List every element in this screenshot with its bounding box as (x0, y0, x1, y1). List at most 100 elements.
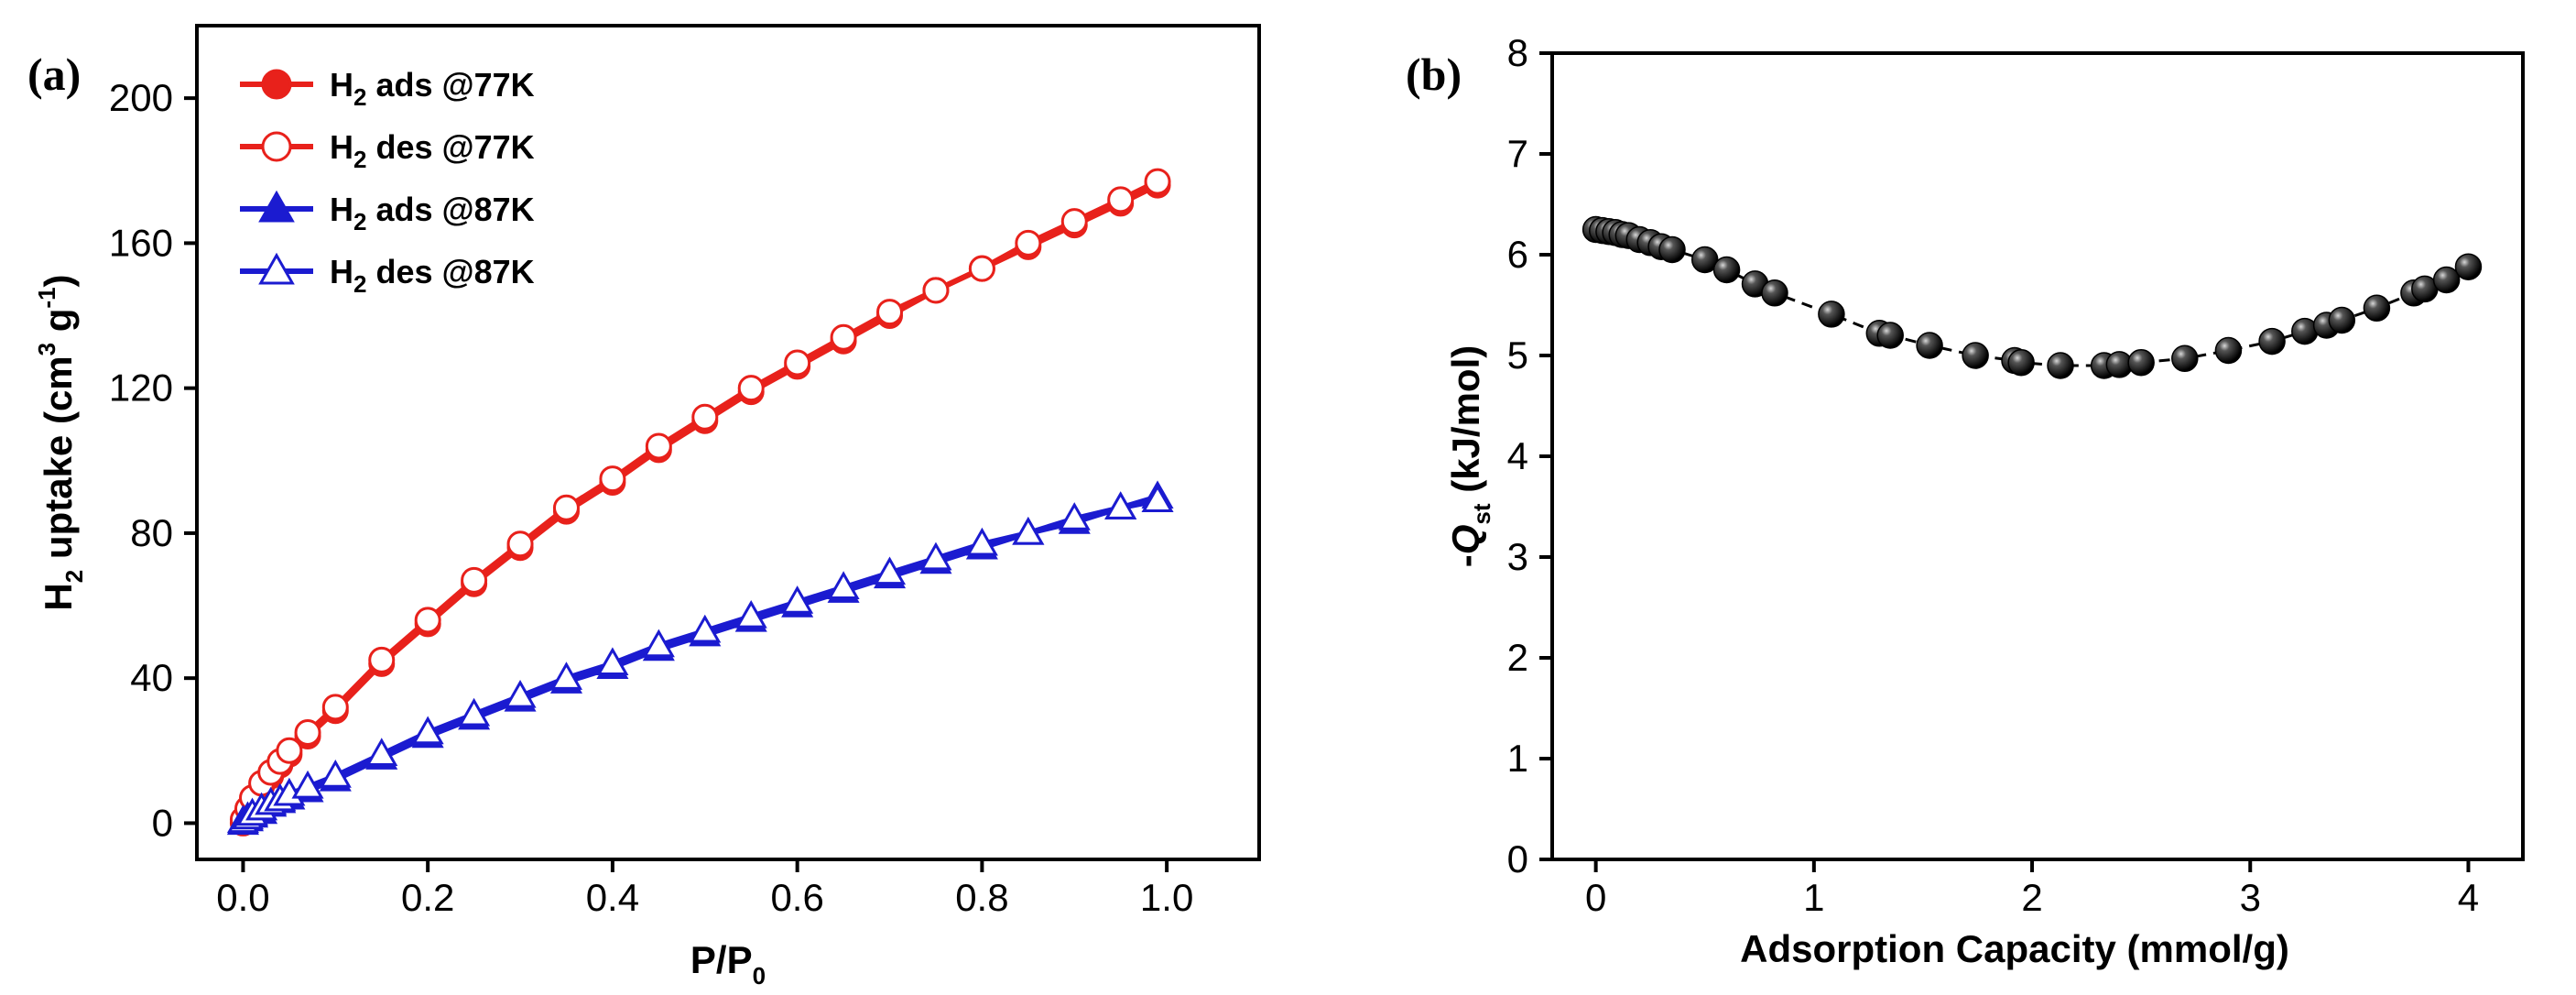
panel-b-y-ticks: 0 1 2 3 4 5 6 7 8 (1507, 31, 1552, 880)
legend-label: H2 des @77K (330, 128, 535, 173)
data-point (599, 465, 626, 493)
x-tick-label: 0.4 (586, 876, 639, 919)
data-point (1104, 491, 1137, 519)
data-point (1916, 332, 1943, 359)
x-tick-label: 0.0 (216, 876, 269, 919)
data-point (1658, 235, 1686, 264)
legend-item-2: H2 ads @87K (240, 190, 535, 235)
y-tick-label: 2 (1507, 636, 1528, 679)
data-point (458, 697, 491, 727)
legend-label: H2 des @87K (330, 253, 535, 298)
panel-a-x-axis-label: P/P0 (690, 938, 766, 990)
y-tick-label: 4 (1507, 434, 1528, 477)
data-point (291, 770, 324, 799)
data-point (2258, 327, 2286, 355)
y-tick-label: 80 (130, 511, 173, 554)
data-point (2171, 344, 2199, 373)
data-point (504, 679, 537, 708)
y-tick-label: 0 (152, 801, 173, 844)
data-point (1876, 322, 1904, 349)
y-tick-label: 0 (1507, 837, 1528, 880)
data-point (2454, 253, 2483, 280)
data-point (2047, 352, 2074, 379)
legend-item-1: H2 des @77K (240, 128, 535, 173)
panel-b-x-ticks: 0 1 2 3 4 (1585, 859, 2479, 919)
data-point (1144, 168, 1171, 195)
data-point (1015, 229, 1042, 257)
data-point (1962, 342, 1989, 369)
panel-a-x-ticks: 0.0 0.2 0.4 0.6 0.8 1.0 (216, 859, 1193, 919)
data-point (1107, 186, 1135, 213)
data-point (276, 737, 303, 764)
y-tick-label: 5 (1507, 333, 1528, 377)
y-tick-label: 160 (109, 221, 173, 264)
x-tick-label: 0.8 (955, 876, 1008, 919)
series-1-markers (229, 168, 1171, 833)
data-point (261, 69, 292, 100)
data-point (2127, 348, 2155, 377)
data-point (737, 375, 765, 402)
data-point (1761, 279, 1788, 307)
data-point (642, 629, 675, 658)
y-tick-label: 6 (1507, 233, 1528, 276)
data-point (319, 760, 352, 788)
data-point (1058, 502, 1091, 530)
x-tick-label: 2 (2021, 876, 2042, 919)
data-point (1712, 256, 1741, 284)
panel-b: (b) 0 1 2 3 4 0 1 2 3 4 5 6 7 8 Adsorption Capacity … (1406, 31, 2525, 970)
y-tick-label: 8 (1507, 31, 1528, 74)
data-point (1060, 208, 1088, 235)
data-point (784, 349, 811, 377)
panel-b-label: (b) (1406, 49, 1462, 100)
data-point (965, 527, 998, 556)
data-point (922, 277, 950, 304)
panel-b-plot-area (1581, 215, 2483, 379)
x-tick-label: 3 (2240, 876, 2261, 919)
data-point (414, 607, 441, 634)
data-point (294, 719, 321, 747)
data-point (2214, 336, 2243, 365)
data-point (873, 556, 907, 585)
x-tick-label: 4 (2458, 876, 2479, 919)
data-point (1012, 516, 1045, 545)
x-tick-label: 1.0 (1140, 876, 1193, 919)
data-point (734, 599, 767, 629)
data-point (876, 299, 904, 326)
data-point (365, 738, 398, 766)
y-tick-label: 40 (130, 656, 173, 699)
panel-b-x-axis-label: Adsorption Capacity (mmol/g) (1740, 927, 2289, 970)
legend-item-0: H2 ads @77K (240, 66, 535, 111)
data-point (830, 323, 857, 351)
panel-a-y-ticks: 0 40 80 120 160 200 (109, 76, 197, 844)
data-point (827, 571, 860, 599)
data-point (968, 255, 995, 282)
y-tick-label: 200 (109, 76, 173, 119)
legend-label: H2 ads @77K (330, 66, 535, 111)
x-tick-label: 0.6 (770, 876, 823, 919)
data-point (258, 190, 295, 223)
data-point (2363, 294, 2391, 323)
panel-a-legend: H2 ads @77K H2 des @77K H2 ads @87K H2 des … (240, 66, 535, 298)
data-point (1818, 301, 1845, 328)
data-point (691, 403, 719, 431)
panel-a-axes-frame (195, 24, 1261, 861)
data-point (506, 530, 534, 558)
data-point (919, 541, 952, 571)
data-point (781, 585, 814, 614)
data-point (261, 131, 292, 162)
y-tick-label: 1 (1507, 737, 1528, 780)
data-point (645, 432, 672, 460)
y-tick-label: 7 (1507, 132, 1528, 175)
panel-b-axes-frame (1550, 51, 2525, 861)
data-point (549, 662, 583, 690)
y-tick-label: 120 (109, 366, 173, 410)
x-tick-label: 0.2 (401, 876, 454, 919)
x-tick-label: 1 (1803, 876, 1824, 919)
y-tick-label: 3 (1507, 535, 1528, 578)
data-point (2432, 266, 2461, 294)
data-point (258, 252, 295, 285)
panel-a-label: (a) (27, 49, 81, 100)
panel-a-plot-area (226, 168, 1174, 836)
data-point (552, 494, 580, 521)
legend-label: H2 ads @87K (330, 191, 535, 235)
